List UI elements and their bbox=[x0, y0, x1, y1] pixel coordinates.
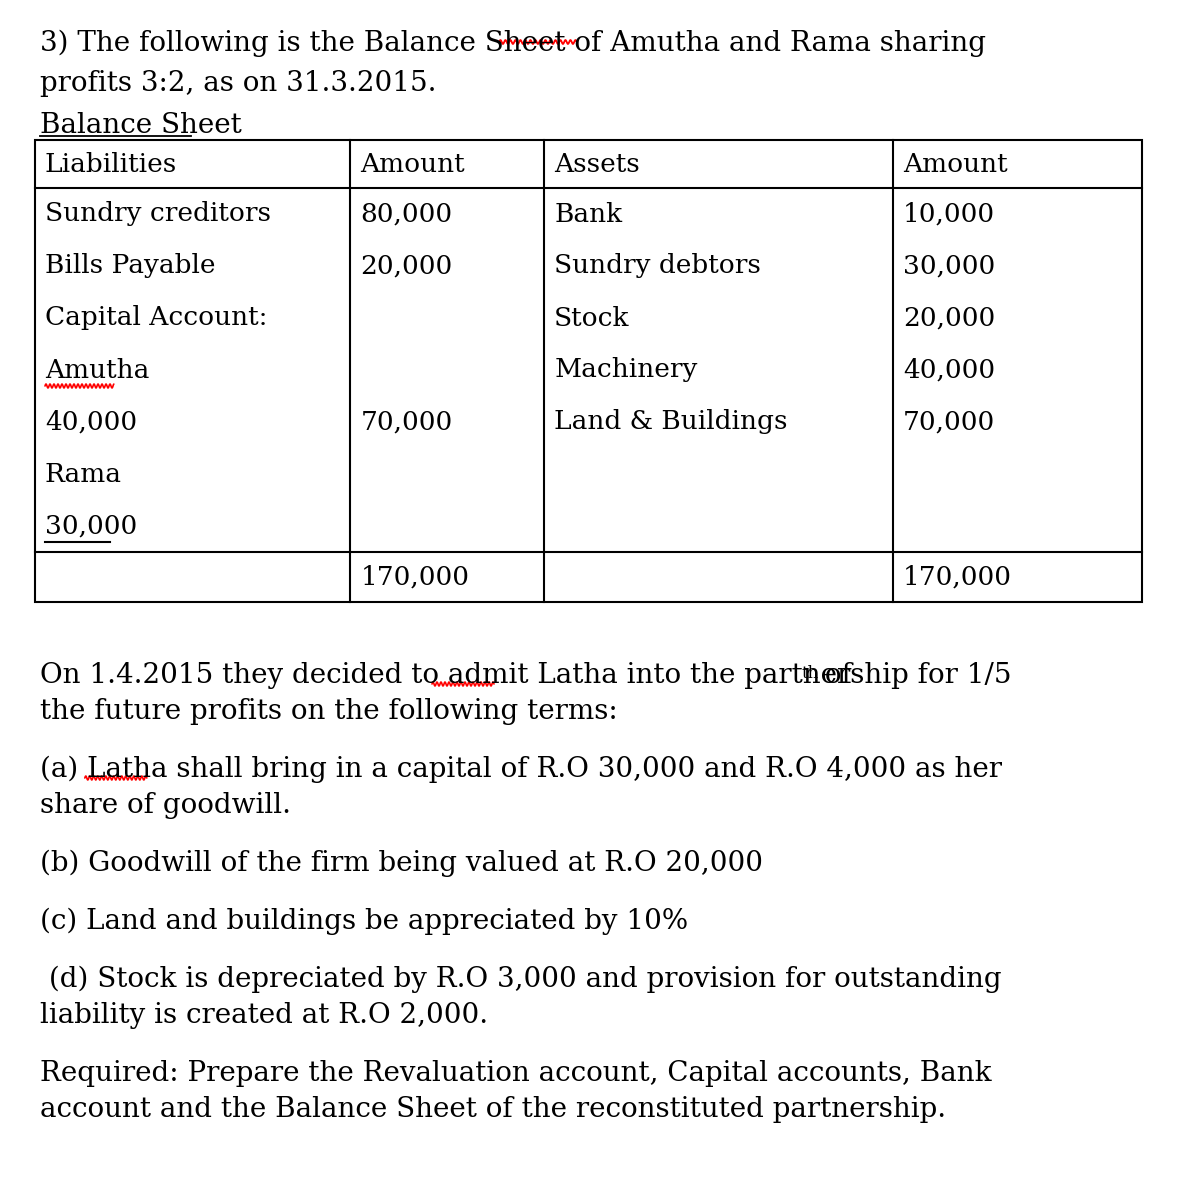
Text: liability is created at R.O 2,000.: liability is created at R.O 2,000. bbox=[40, 1002, 488, 1028]
Text: account and the Balance Sheet of the reconstituted partnership.: account and the Balance Sheet of the rec… bbox=[40, 1096, 946, 1123]
Text: (a) Latha shall bring in a capital of R.O 30,000 and R.O 4,000 as her: (a) Latha shall bring in a capital of R.… bbox=[40, 756, 1002, 784]
Bar bbox=[35, 140, 1142, 602]
Text: 20,000: 20,000 bbox=[360, 253, 453, 278]
Text: On 1.4.2015 they decided to admit Latha into the partnership for 1/5: On 1.4.2015 they decided to admit Latha … bbox=[40, 662, 1011, 689]
Text: Land & Buildings: Land & Buildings bbox=[554, 409, 787, 434]
Text: 20,000: 20,000 bbox=[903, 306, 996, 330]
Text: Capital Account:: Capital Account: bbox=[45, 306, 267, 330]
Text: Rama: Rama bbox=[45, 462, 122, 486]
Text: 30,000: 30,000 bbox=[903, 253, 996, 278]
Text: 70,000: 70,000 bbox=[360, 409, 453, 434]
Text: 70,000: 70,000 bbox=[903, 409, 996, 434]
Text: of: of bbox=[816, 662, 851, 689]
Text: Sundry debtors: Sundry debtors bbox=[554, 253, 762, 278]
Text: Bills Payable: Bills Payable bbox=[45, 253, 215, 278]
Text: (d) Stock is depreciated by R.O 3,000 and provision for outstanding: (d) Stock is depreciated by R.O 3,000 an… bbox=[40, 966, 1002, 994]
Text: Assets: Assets bbox=[554, 151, 640, 176]
Text: 80,000: 80,000 bbox=[360, 202, 453, 227]
Text: 30,000: 30,000 bbox=[45, 514, 138, 539]
Text: the future profits on the following terms:: the future profits on the following term… bbox=[40, 698, 618, 725]
Text: th: th bbox=[802, 665, 819, 682]
Text: (c) Land and buildings be appreciated by 10%: (c) Land and buildings be appreciated by… bbox=[40, 908, 689, 935]
Text: Liabilities: Liabilities bbox=[45, 151, 178, 176]
Text: Balance Sheet: Balance Sheet bbox=[40, 112, 241, 139]
Text: Bank: Bank bbox=[554, 202, 623, 227]
Text: profits 3:2, as on 31.3.2015.: profits 3:2, as on 31.3.2015. bbox=[40, 70, 437, 97]
Text: 40,000: 40,000 bbox=[45, 409, 138, 434]
Text: (b) Goodwill of the firm being valued at R.O 20,000: (b) Goodwill of the firm being valued at… bbox=[40, 850, 763, 877]
Text: Required: Prepare the Revaluation account, Capital accounts, Bank: Required: Prepare the Revaluation accoun… bbox=[40, 1060, 992, 1087]
Text: 170,000: 170,000 bbox=[903, 564, 1012, 589]
Text: Machinery: Machinery bbox=[554, 358, 698, 383]
Text: Amount: Amount bbox=[903, 151, 1008, 176]
Text: Sundry creditors: Sundry creditors bbox=[45, 202, 271, 227]
Text: Amount: Amount bbox=[360, 151, 465, 176]
Text: 40,000: 40,000 bbox=[903, 358, 995, 383]
Text: Amutha: Amutha bbox=[45, 358, 149, 383]
Text: share of goodwill.: share of goodwill. bbox=[40, 792, 291, 818]
Text: 3) The following is the Balance Sheet of Amutha and Rama sharing: 3) The following is the Balance Sheet of… bbox=[40, 30, 986, 58]
Text: Stock: Stock bbox=[554, 306, 630, 330]
Text: 170,000: 170,000 bbox=[360, 564, 470, 589]
Text: 10,000: 10,000 bbox=[903, 202, 995, 227]
